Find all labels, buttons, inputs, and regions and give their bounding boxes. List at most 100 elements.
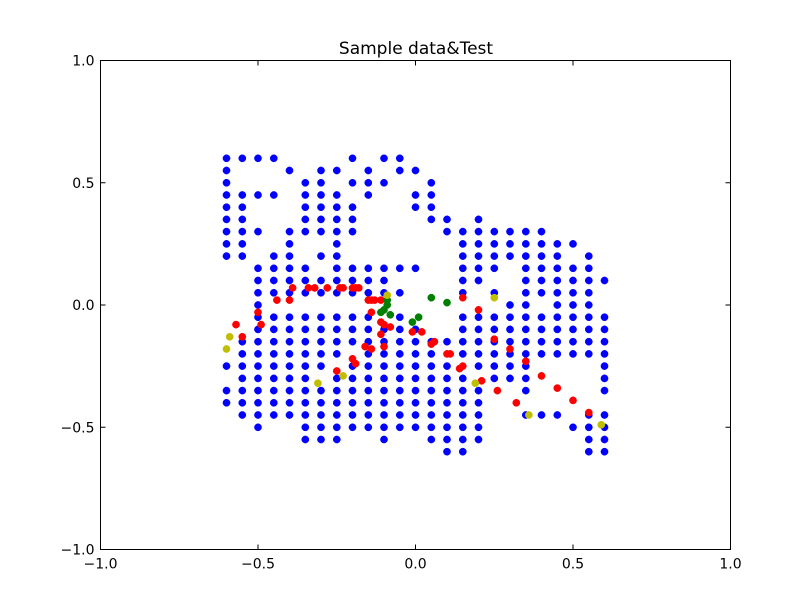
- data-point-series-0-347: [600, 325, 609, 334]
- data-point-series-0-188: [395, 362, 404, 370]
- data-point-series-3-7: [525, 411, 533, 419]
- data-point-series-3-1: [225, 332, 234, 341]
- data-point-series-0-82: [301, 313, 310, 322]
- data-point-series-0-26: [254, 154, 262, 163]
- data-point-series-0-1: [222, 166, 231, 175]
- data-point-series-0-320: [553, 350, 562, 358]
- data-point-series-0-290: [521, 288, 530, 297]
- data-point-series-0-146: [348, 398, 357, 407]
- data-point-series-0-134: [348, 203, 357, 212]
- data-point-series-0-212: [427, 350, 436, 358]
- data-point-series-1-22: [386, 323, 395, 331]
- data-point-series-0-259: [474, 386, 483, 395]
- data-point-series-0-115: [332, 215, 341, 224]
- data-point-series-0-71: [285, 386, 294, 395]
- y-tick-label-0: −1.0: [61, 543, 95, 559]
- data-point-series-0-207: [427, 178, 436, 187]
- data-point-series-1-11: [339, 284, 347, 292]
- data-point-series-1-0: [232, 320, 240, 329]
- data-point-series-0-70: [285, 374, 294, 383]
- data-point-series-0-302: [537, 252, 546, 260]
- data-point-series-0-251: [474, 252, 483, 260]
- data-point-series-3-2: [383, 291, 392, 300]
- data-point-series-0-246: [458, 435, 467, 444]
- data-point-series-0-66: [285, 325, 294, 334]
- data-point-series-0-333: [584, 264, 593, 273]
- data-point-series-0-104: [317, 337, 325, 346]
- data-point-series-0-35: [254, 337, 262, 346]
- data-point-series-0-266: [490, 252, 499, 260]
- y-tick-label-4: 1.0: [72, 54, 94, 70]
- data-point-series-0-94: [317, 178, 325, 187]
- data-point-series-0-350: [600, 362, 609, 370]
- data-point-series-0-315: [553, 288, 562, 297]
- data-point-series-0-186: [395, 337, 404, 346]
- data-point-series-0-200: [411, 350, 420, 358]
- data-point-series-1-25: [377, 330, 385, 339]
- data-point-series-0-47: [269, 276, 278, 285]
- data-point-series-0-275: [506, 227, 514, 236]
- data-point-series-2-5: [408, 318, 417, 326]
- data-point-series-0-95: [317, 191, 325, 199]
- data-point-series-0-163: [364, 411, 373, 419]
- data-point-series-0-309: [537, 350, 546, 358]
- data-point-series-0-159: [364, 362, 373, 370]
- data-point-series-0-319: [553, 337, 562, 346]
- data-point-series-1-30: [408, 328, 417, 336]
- data-point-series-0-106: [317, 362, 325, 370]
- data-point-series-0-44: [269, 191, 278, 199]
- data-point-series-0-215: [427, 386, 436, 395]
- data-point-series-2-3: [377, 308, 385, 317]
- data-point-series-0-53: [269, 362, 278, 370]
- data-point-series-0-100: [317, 276, 325, 285]
- data-point-series-0-25: [238, 411, 247, 419]
- data-point-series-0-214: [427, 374, 436, 383]
- data-point-series-1-33: [430, 337, 439, 346]
- data-point-series-0-127: [332, 386, 341, 395]
- data-point-series-0-339: [584, 337, 593, 346]
- data-point-series-0-219: [427, 435, 436, 444]
- data-point-series-0-137: [348, 264, 357, 273]
- data-point-series-1-6: [288, 284, 297, 292]
- x-tick-label-2: 0.0: [404, 557, 426, 573]
- data-point-series-0-138: [348, 276, 357, 285]
- data-point-series-0-133: [348, 178, 357, 187]
- data-point-series-0-346: [600, 313, 609, 322]
- data-point-series-2-7: [427, 293, 436, 302]
- data-point-series-0-73: [285, 411, 294, 419]
- data-point-series-0-308: [537, 337, 546, 346]
- data-point-series-0-284: [506, 374, 514, 383]
- data-point-series-0-226: [443, 398, 451, 407]
- data-point-series-0-24: [238, 398, 247, 407]
- data-point-series-1-4: [273, 296, 281, 304]
- data-point-series-0-230: [443, 447, 451, 456]
- data-point-series-0-355: [600, 435, 609, 444]
- data-point-series-0-161: [364, 386, 373, 395]
- data-point-series-0-2: [222, 178, 231, 187]
- data-point-series-0-28: [254, 227, 262, 236]
- data-point-series-0-279: [506, 313, 514, 322]
- data-point-series-0-180: [395, 154, 404, 163]
- data-point-series-0-287: [521, 252, 530, 260]
- data-point-series-0-67: [285, 337, 294, 346]
- data-point-series-1-1: [238, 332, 247, 341]
- data-point-series-0-216: [427, 398, 436, 407]
- data-point-series-0-190: [395, 386, 404, 395]
- data-point-series-1-49: [584, 408, 593, 417]
- data-point-series-0-29: [254, 264, 262, 273]
- data-point-series-0-36: [254, 350, 262, 358]
- data-point-series-0-135: [348, 215, 357, 224]
- data-point-series-0-225: [443, 386, 451, 395]
- data-point-series-1-5: [285, 296, 294, 304]
- data-point-series-0-88: [301, 386, 310, 395]
- data-point-series-0-20: [238, 350, 247, 358]
- data-point-series-0-295: [521, 350, 530, 358]
- data-point-series-0-323: [569, 264, 577, 273]
- data-point-series-0-209: [427, 203, 436, 212]
- data-point-series-0-201: [411, 362, 420, 370]
- data-point-series-3-6: [490, 293, 499, 302]
- data-point-series-0-243: [458, 398, 467, 407]
- data-point-series-0-258: [474, 362, 483, 370]
